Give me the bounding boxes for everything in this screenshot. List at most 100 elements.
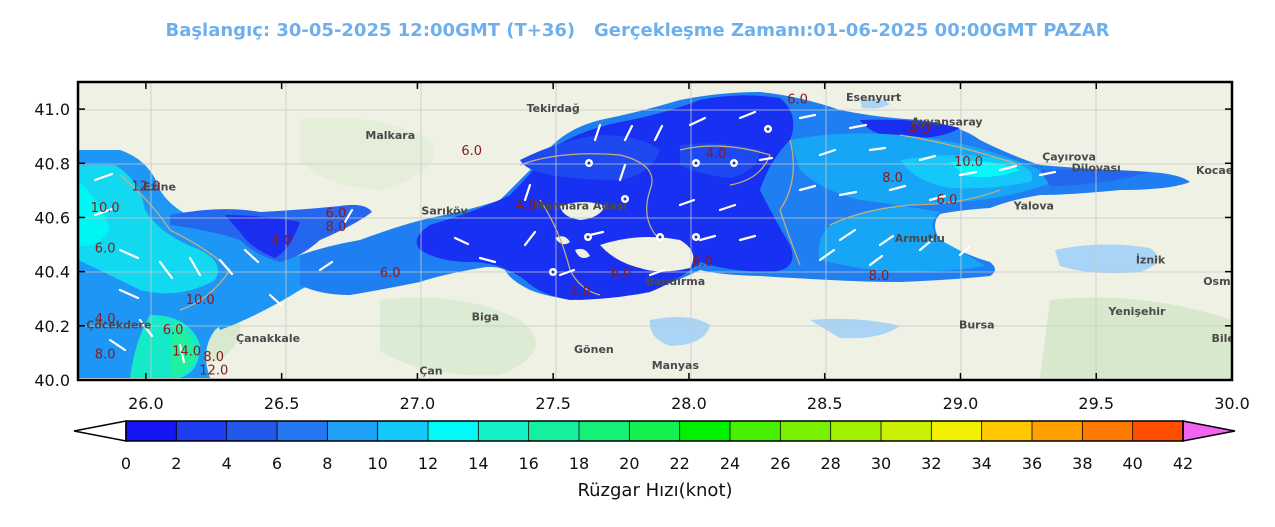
contour-label: 8.0 (882, 171, 903, 186)
contour-label: 4.0 (706, 147, 727, 162)
sea-region (520, 135, 660, 180)
contour-label: 6.0 (611, 266, 632, 281)
contour-label: 6.0 (326, 206, 347, 221)
colorbar-tick-label: 20 (619, 454, 639, 473)
colorbar-segment (780, 421, 832, 441)
colorbar-label: Rüzgar Hızı(knot) (577, 480, 733, 501)
x-tick-label: 29.5 (1078, 394, 1114, 413)
colorbar-extend-high (1182, 420, 1236, 442)
place-label: Manyas (652, 359, 700, 372)
colorbar-tick-label: 10 (367, 454, 387, 473)
y-tick-label: 40.8 (34, 154, 70, 173)
colorbar-tick-label: 2 (171, 454, 181, 473)
colorbar-segment (176, 421, 228, 441)
island (560, 202, 605, 220)
place-label: Bursa (959, 319, 995, 332)
gridlines (78, 82, 1232, 380)
x-tick-label: 29.0 (943, 394, 979, 413)
colorbar-tick-label: 32 (921, 454, 941, 473)
colorbar-tick-label: 34 (971, 454, 991, 473)
y-tick-label: 41.0 (34, 100, 70, 119)
colorbar-segment (327, 421, 379, 441)
contour-label: 8.0 (95, 347, 116, 362)
colorbar-tick-label: 14 (468, 454, 488, 473)
colorbar-segment (679, 421, 731, 441)
calm-marker-dots (551, 127, 770, 274)
lake-iznik (1055, 244, 1158, 274)
place-label: Kocaeli (1196, 164, 1241, 177)
colorbar-tick-label: 30 (871, 454, 891, 473)
contour-label: 8.0 (203, 350, 224, 365)
colorbar-tick-label: 26 (770, 454, 790, 473)
colorbar-segment (377, 421, 429, 441)
colorbar-segment (478, 421, 530, 441)
place-label: Osmaneli (1203, 275, 1261, 288)
colorbar-segment (226, 421, 278, 441)
place-label: Sarıköy (421, 205, 467, 218)
colorbar-tick-label: 24 (720, 454, 740, 473)
sea-region (170, 320, 195, 378)
wind-barbs (93, 110, 1057, 364)
colorbar-segment (1032, 421, 1083, 441)
x-tick-label: 28.5 (807, 394, 843, 413)
place-label: Bandırma (646, 275, 706, 288)
place-labels: Tekirdağ Malkara Esenyurt Ayvansaray Çayırov… (86, 91, 1261, 378)
lake-uluabat (810, 318, 900, 339)
plot-frame (76, 80, 1234, 382)
contour-label: 4.0 (95, 312, 116, 327)
colorbar-tick-label: 6 (272, 454, 282, 473)
colorbar-segment (428, 421, 479, 441)
colorbar-segment (881, 421, 932, 441)
colorbar-tick-label: 40 (1122, 454, 1142, 473)
y-tick-label: 40.4 (34, 263, 70, 282)
peninsula (600, 236, 694, 272)
colorbar-segment (830, 421, 882, 441)
island (555, 236, 570, 245)
place-label: Tekirdağ (527, 102, 580, 115)
x-tick-label: 26.0 (128, 394, 164, 413)
contour-label: 12.0 (131, 179, 160, 194)
place-label: Biga (472, 310, 499, 323)
contour-label: 10.0 (954, 155, 983, 170)
colorbar-tick-label: 36 (1022, 454, 1042, 473)
place-label: Gönen (574, 343, 614, 356)
lake-manyas (649, 316, 710, 346)
forest-patch (300, 117, 435, 190)
sea-region (1040, 169, 1150, 186)
place-label: Bilecik (1212, 332, 1254, 345)
place-label: Mármara Adası (534, 199, 627, 212)
colorbar-segment (1132, 421, 1184, 441)
colorbar-tick-label: 18 (569, 454, 589, 473)
sea-region (225, 215, 300, 258)
colorbar-segment (126, 421, 177, 441)
lake-kucukcekmece (860, 98, 890, 109)
x-tick-label: 28.0 (671, 394, 707, 413)
contour-label: 4.0 (271, 234, 292, 249)
x-tick-label: 27.0 (400, 394, 436, 413)
colorbar-tick-label: 8 (322, 454, 332, 473)
forest-patch (380, 297, 536, 376)
colorbar-tick-label: 38 (1072, 454, 1092, 473)
contour-label: 6.0 (461, 144, 482, 159)
colorbar-tick-label: 0 (121, 454, 131, 473)
contour-label: 6.0 (787, 93, 808, 108)
place-label: Yenişehir (1107, 305, 1166, 318)
contour-labels: 6.04.06.0 4.010.08.012.010.0 6.08.06.04.04… (91, 93, 983, 379)
y-tick-label: 40.6 (34, 208, 70, 227)
contour-label: 8.0 (326, 220, 347, 235)
sea-region (78, 180, 110, 246)
forest-patch (1040, 297, 1232, 378)
place-label: Dilovası (1072, 161, 1121, 174)
place-label: Esenyurt (846, 91, 901, 104)
colorbar-tick-label: 28 (820, 454, 840, 473)
colorbar-frame (125, 420, 1184, 442)
contour-label: 14.0 (172, 345, 201, 360)
colorbar-tick-label: 22 (669, 454, 689, 473)
y-tick-label: 40.0 (34, 371, 70, 390)
sea-region (860, 119, 960, 139)
place-label: Yalova (1013, 199, 1054, 212)
x-axis: 26.0 26.5 27.0 27.5 28.0 28.5 29.0 29.5 30.0 (128, 82, 1250, 413)
contour-label: 8.0 (869, 269, 890, 284)
contour-label: 6.0 (692, 255, 713, 270)
x-tick-label: 26.5 (264, 394, 300, 413)
